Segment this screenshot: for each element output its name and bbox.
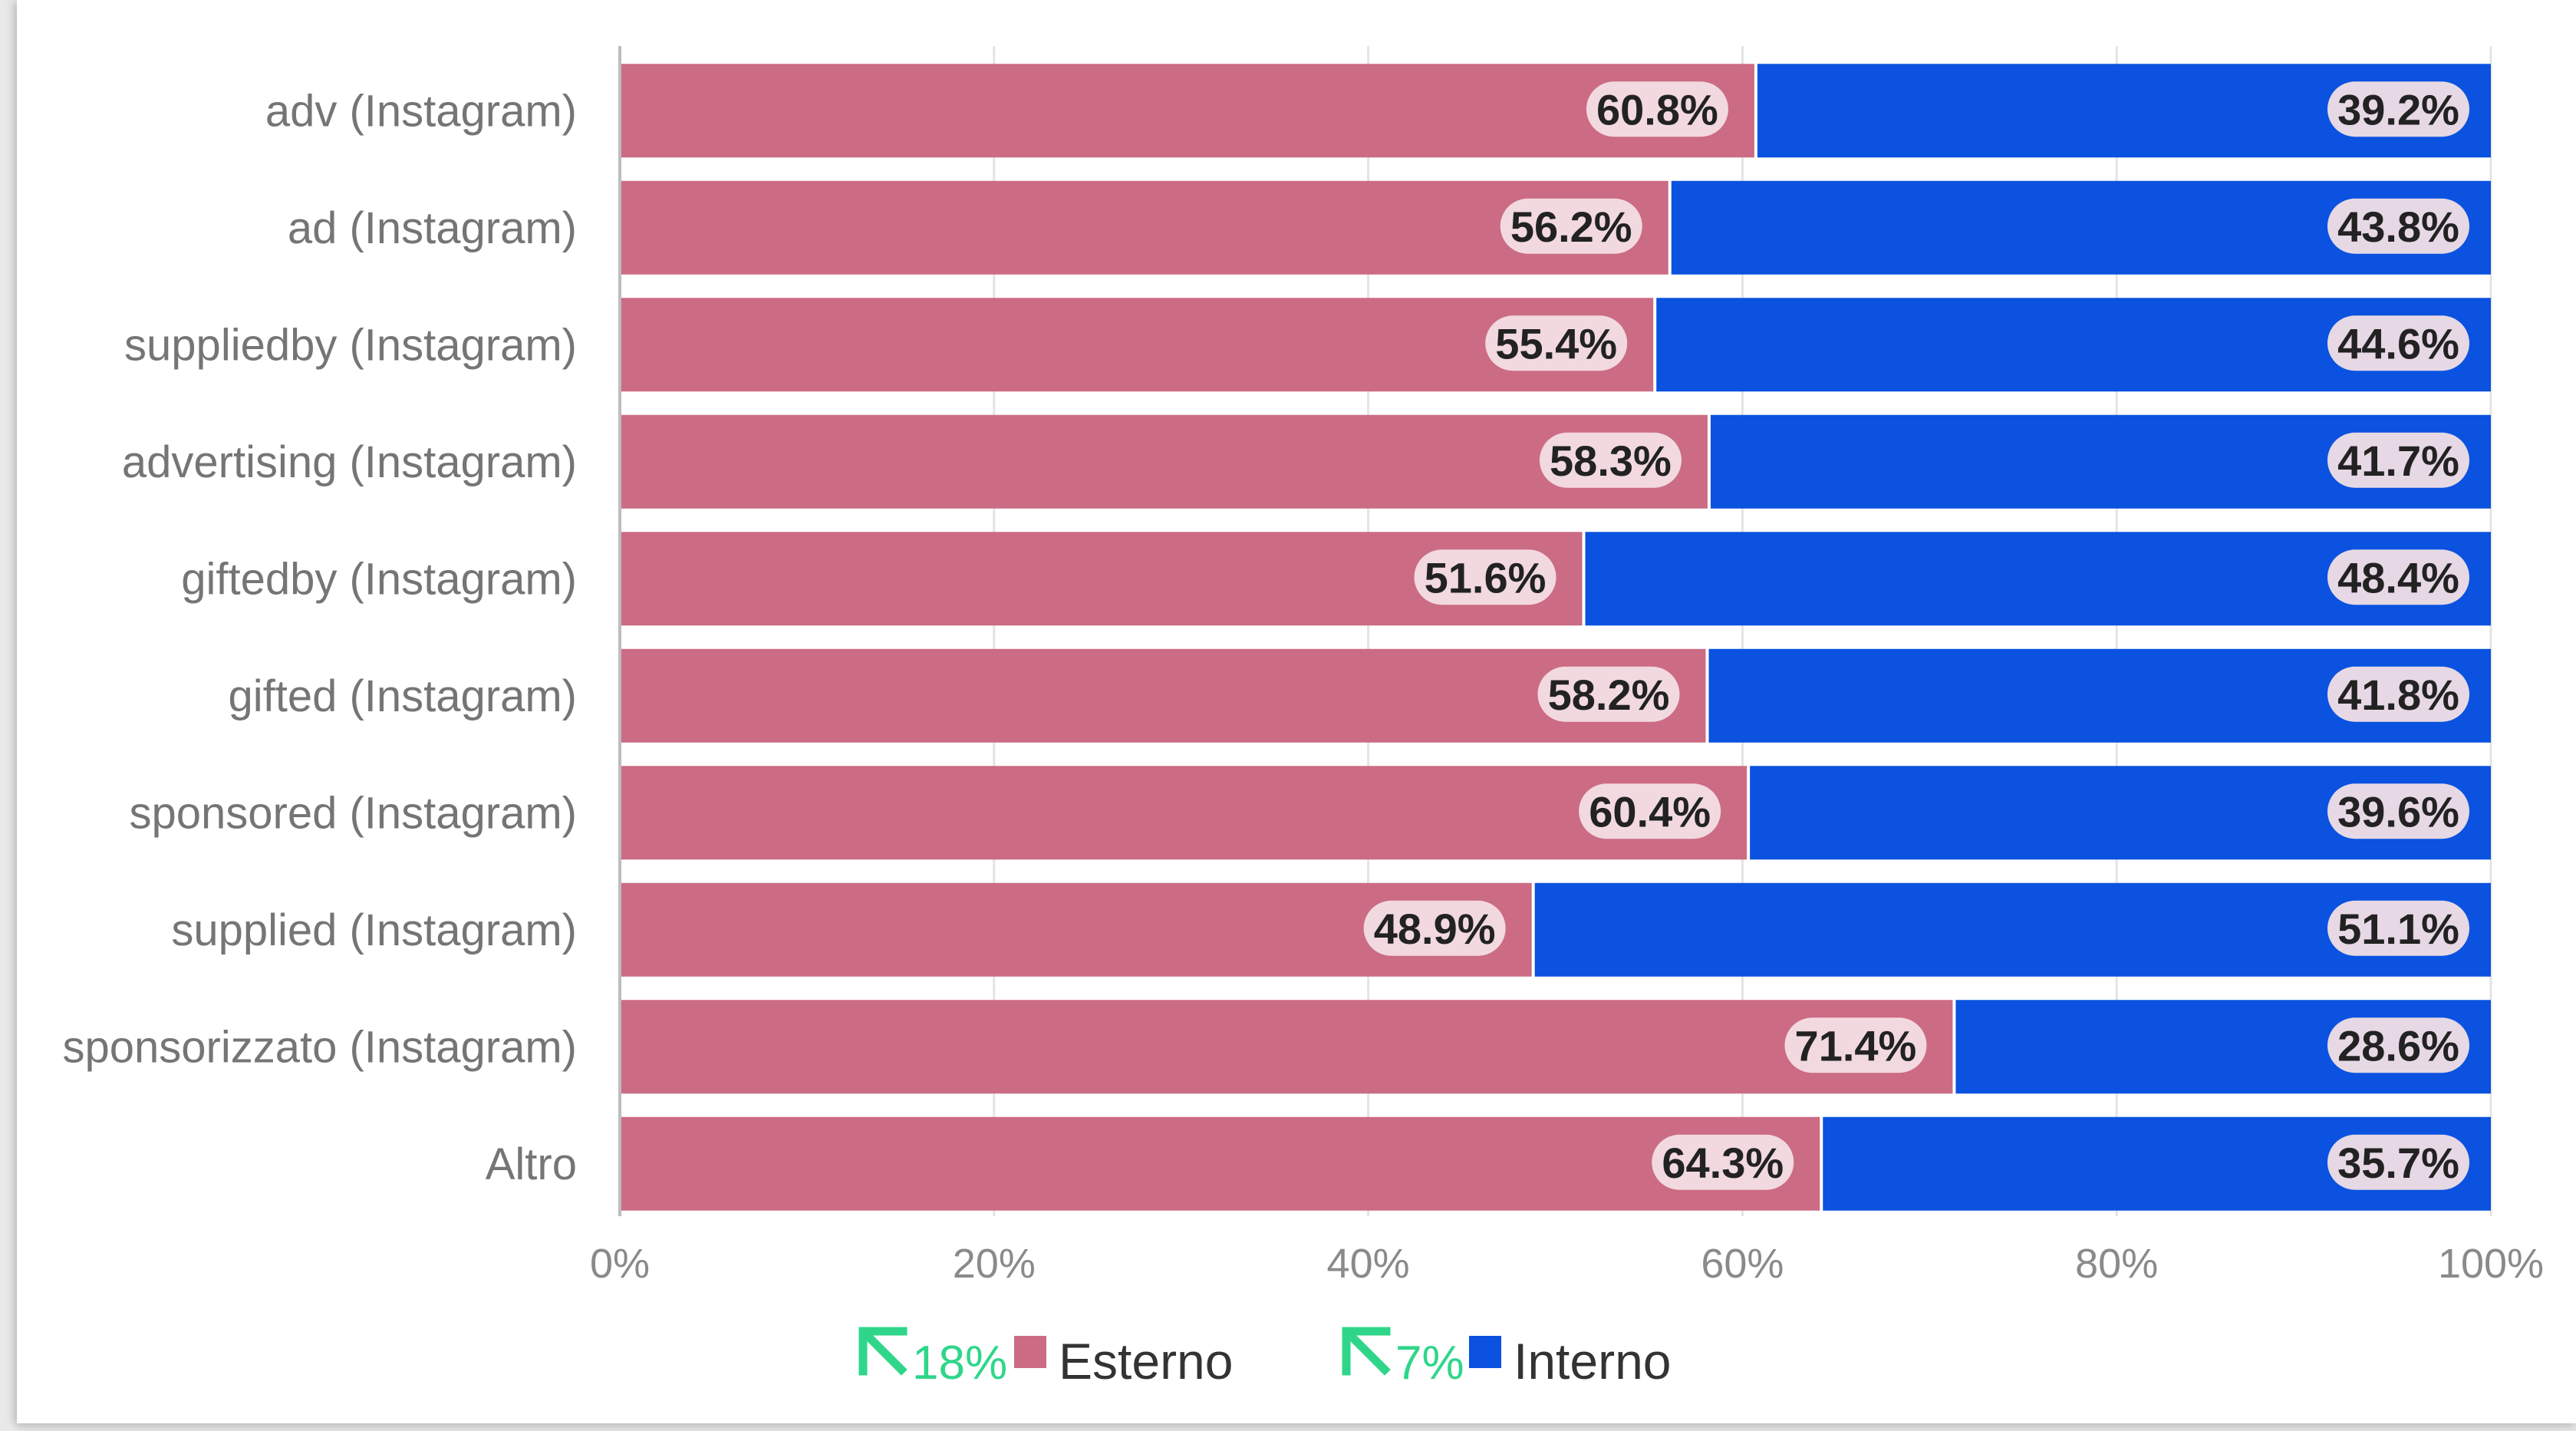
- value-label-pill: [2327, 549, 2469, 605]
- category-label: ad (Instagram): [288, 203, 577, 253]
- value-label: 60.4%: [1589, 787, 1711, 836]
- value-label-pill: [1414, 549, 1556, 605]
- value-label-pill: [1784, 1017, 1927, 1073]
- value-label: 56.2%: [1510, 203, 1632, 251]
- legend-swatch: [1014, 1336, 1046, 1368]
- category-label: sponsorizzato (Instagram): [63, 1022, 577, 1072]
- value-label: 64.3%: [1662, 1139, 1784, 1187]
- value-labels: 60.8% 39.2% 56.2% 43.8% 55.4% 44.6% 58.3% 41.7%…: [1363, 81, 2469, 1190]
- category-label: suppliedby (Instagram): [124, 320, 577, 370]
- bar-segment-esterno: [620, 1116, 1820, 1211]
- x-tick-label: 20%: [953, 1241, 1036, 1287]
- value-label: 28.6%: [2337, 1021, 2459, 1070]
- value-label: 51.1%: [2337, 905, 2459, 953]
- value-label-pill: [1537, 666, 1680, 722]
- value-label-pill: [2327, 1017, 2469, 1073]
- x-tick-label: 40%: [1327, 1241, 1410, 1287]
- x-axis-ticks: 0% 20% 40% 60% 80% 100%: [590, 1241, 2544, 1287]
- value-label-pill: [2327, 315, 2469, 371]
- value-label-pill: [1652, 1134, 1794, 1190]
- bar-segment-esterno: [620, 298, 1654, 392]
- value-label-pill: [2327, 198, 2469, 254]
- value-label-pill: [2327, 666, 2469, 722]
- value-label-pill: [2327, 81, 2469, 137]
- category-label: sponsored (Instagram): [130, 788, 577, 838]
- category-label: advertising (Instagram): [122, 437, 577, 487]
- chart-card: 60.8% 39.2% 56.2% 43.8% 55.4% 44.6% 58.3% 41.7%…: [17, 0, 2576, 1423]
- category-labels: adv (Instagram) ad (Instagram) suppliedby …: [63, 86, 577, 1189]
- value-label-pill: [2327, 1134, 2469, 1190]
- value-label-pill: [2327, 783, 2469, 839]
- value-label: 48.4%: [2337, 553, 2459, 602]
- stacked-bar-chart: 60.8% 39.2% 56.2% 43.8% 55.4% 44.6% 58.3% 41.7%…: [63, 46, 2544, 1390]
- value-label: 51.6%: [1425, 553, 1547, 602]
- bar-segment-esterno: [620, 64, 1754, 158]
- value-label: 58.3%: [1550, 437, 1672, 485]
- value-label-pill: [1586, 81, 1728, 137]
- category-label: gifted (Instagram): [228, 671, 577, 721]
- value-label-pill: [2327, 900, 2469, 956]
- category-label: giftedby (Instagram): [181, 554, 577, 604]
- x-tick-label: 0%: [590, 1241, 650, 1287]
- value-label-pill: [1485, 315, 1628, 371]
- legend-series-name: Interno: [1514, 1333, 1671, 1390]
- legend-change-label: 18%: [912, 1337, 1007, 1390]
- category-label: Altro: [486, 1139, 577, 1189]
- value-label: 60.8%: [1596, 85, 1718, 134]
- value-label: 39.6%: [2337, 787, 2459, 836]
- up-left-arrow-icon: [858, 1327, 908, 1376]
- value-label-pill: [1539, 432, 1682, 488]
- up-left-arrow-icon: [1342, 1327, 1391, 1376]
- value-label: 41.8%: [2337, 671, 2459, 719]
- x-tick-label: 100%: [2438, 1241, 2544, 1287]
- bar-segment-esterno: [620, 766, 1748, 860]
- bar-segment-esterno: [620, 180, 1668, 275]
- value-label-pill: [1363, 900, 1506, 956]
- value-label: 58.2%: [1548, 671, 1670, 719]
- value-label: 48.9%: [1374, 905, 1496, 953]
- value-label-pill: [1579, 783, 1721, 839]
- value-label: 71.4%: [1795, 1021, 1917, 1070]
- value-label: 39.2%: [2337, 85, 2459, 134]
- value-label: 43.8%: [2337, 203, 2459, 251]
- x-tick-label: 60%: [1701, 1241, 1784, 1287]
- value-label: 41.7%: [2337, 437, 2459, 485]
- legend-swatch: [1469, 1336, 1501, 1368]
- value-label: 35.7%: [2337, 1139, 2459, 1187]
- category-label: adv (Instagram): [265, 86, 577, 136]
- value-label: 55.4%: [1495, 319, 1617, 368]
- legend-change-label: 7%: [1395, 1337, 1464, 1390]
- bar-segment-esterno: [620, 1000, 1953, 1094]
- value-label-pill: [1500, 198, 1642, 254]
- value-label: 44.6%: [2337, 319, 2459, 368]
- legend: 18% Esterno 7% Interno: [858, 1327, 1671, 1390]
- category-label: supplied (Instagram): [171, 905, 577, 955]
- bar-segment-esterno: [620, 648, 1706, 743]
- legend-series-name: Esterno: [1059, 1333, 1233, 1390]
- value-label-pill: [2327, 432, 2469, 488]
- x-tick-label: 80%: [2075, 1241, 2158, 1287]
- bars: [620, 64, 2491, 1211]
- bar-segment-esterno: [620, 414, 1708, 509]
